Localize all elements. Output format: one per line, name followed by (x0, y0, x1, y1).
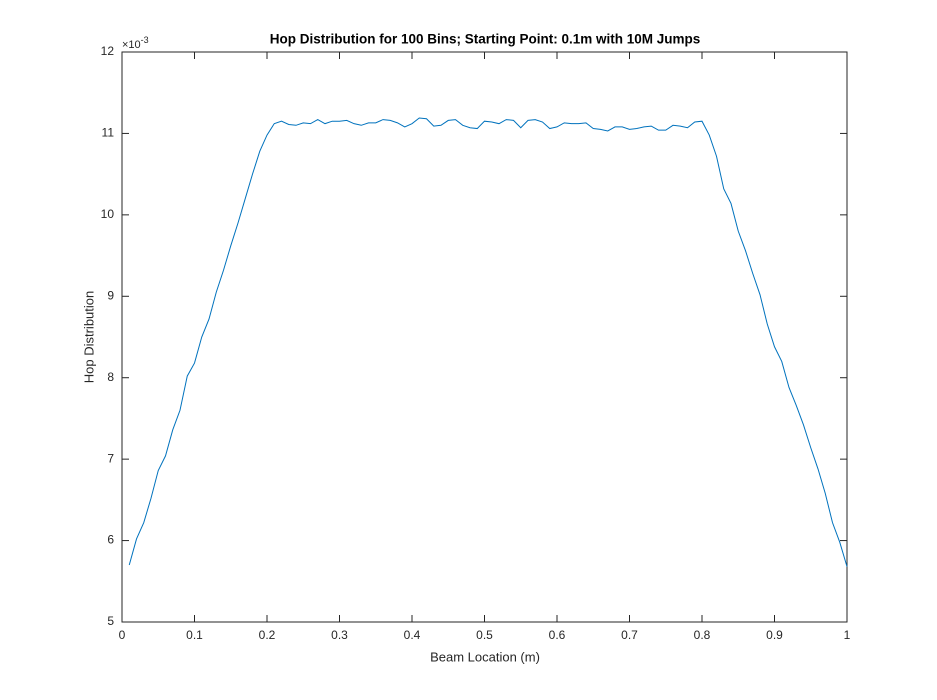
plot-area (121, 51, 848, 623)
x-axis-label: Beam Location (m) (430, 649, 540, 664)
y-tick-label: 5 (107, 614, 114, 628)
data-line (128, 117, 848, 567)
y-tick-label: 6 (107, 533, 114, 547)
y-tick-label: 11 (102, 126, 115, 140)
y-multiplier: ×10-3 (122, 35, 149, 51)
x-tick-label: 0.3 (331, 628, 348, 642)
x-tick-label: 0.1 (186, 628, 203, 642)
y-tick-label: 7 (107, 451, 114, 465)
x-tick-label: 1 (844, 628, 851, 642)
x-tick-label: 0.8 (694, 628, 711, 642)
y-multiplier-base: ×10 (122, 39, 141, 51)
y-axis-label: Hop Distribution (81, 291, 96, 384)
x-tick-label: 0.5 (476, 628, 493, 642)
y-tick-label: 12 (101, 44, 115, 58)
y-tick-label: 9 (107, 288, 114, 302)
x-tick-label: 0 (119, 628, 126, 642)
x-tick-label: 0.9 (766, 628, 783, 642)
y-multiplier-exponent: -3 (141, 35, 149, 45)
x-tick-label: 0.4 (404, 628, 421, 642)
x-tick-label: 0.2 (259, 628, 276, 642)
x-tick-label: 0.7 (621, 628, 638, 642)
y-tick-label: 10 (101, 207, 115, 221)
x-tick-label: 0.6 (549, 628, 566, 642)
chart-title: Hop Distribution for 100 Bins; Starting … (270, 32, 701, 47)
y-tick-label: 8 (107, 370, 114, 384)
